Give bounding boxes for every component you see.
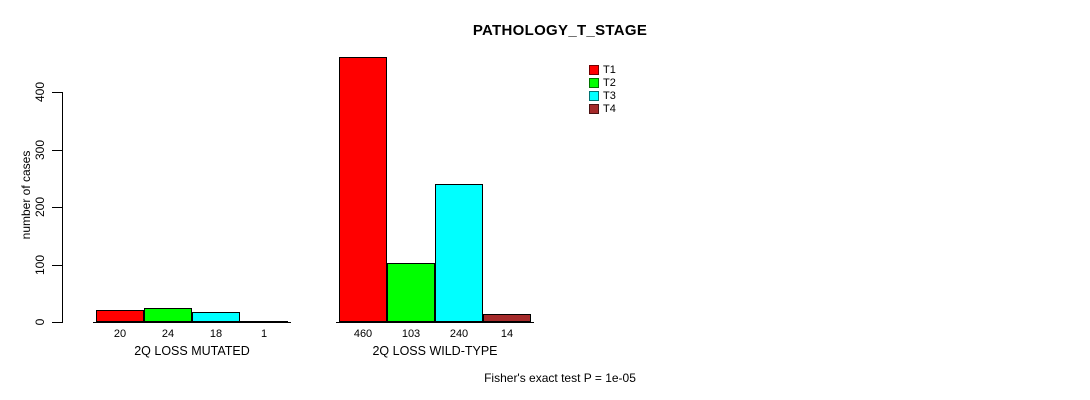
x-axis-baseline	[93, 322, 291, 323]
bar-value-label: 240	[449, 328, 469, 340]
bar-value-label: 460	[353, 328, 373, 340]
stat-test-annotation: Fisher's exact test P = 1e-05	[484, 371, 636, 385]
chart-title: PATHOLOGY_T_STAGE	[472, 22, 648, 39]
bar	[339, 57, 387, 322]
bar	[387, 263, 435, 322]
legend-swatch	[589, 91, 599, 101]
legend-swatch	[589, 78, 599, 88]
bar-value-label: 1	[260, 328, 268, 340]
bar-value-label: 20	[113, 328, 127, 340]
legend-label: T4	[603, 103, 616, 115]
bar	[96, 310, 144, 322]
bar	[144, 308, 192, 322]
y-axis-line	[62, 93, 63, 323]
bar	[192, 312, 240, 322]
category-label: 2Q LOSS MUTATED	[134, 344, 250, 358]
legend-label: T1	[603, 64, 616, 76]
y-tick-label: 300	[33, 139, 47, 161]
y-tick	[52, 322, 63, 323]
legend-swatch	[589, 104, 599, 114]
legend-label: T3	[603, 90, 616, 102]
y-tick	[52, 207, 63, 208]
y-tick-label: 0	[33, 318, 47, 326]
bar	[435, 184, 483, 322]
y-tick	[52, 150, 63, 151]
y-tick	[52, 265, 63, 266]
bar	[483, 314, 531, 322]
legend-label: T2	[603, 77, 616, 89]
bar-value-label: 24	[161, 328, 175, 340]
x-axis-baseline	[336, 322, 534, 323]
bar-value-label: 14	[500, 328, 514, 340]
legend-swatch	[589, 65, 599, 75]
y-tick-label: 200	[33, 196, 47, 218]
bar-value-label: 103	[401, 328, 421, 340]
bar-value-label: 18	[209, 328, 223, 340]
y-axis-title: number of cases	[19, 150, 33, 240]
category-label: 2Q LOSS WILD-TYPE	[372, 344, 498, 358]
y-tick	[52, 92, 63, 93]
y-tick-label: 400	[33, 81, 47, 103]
y-tick-label: 100	[33, 254, 47, 276]
bar	[240, 321, 288, 323]
